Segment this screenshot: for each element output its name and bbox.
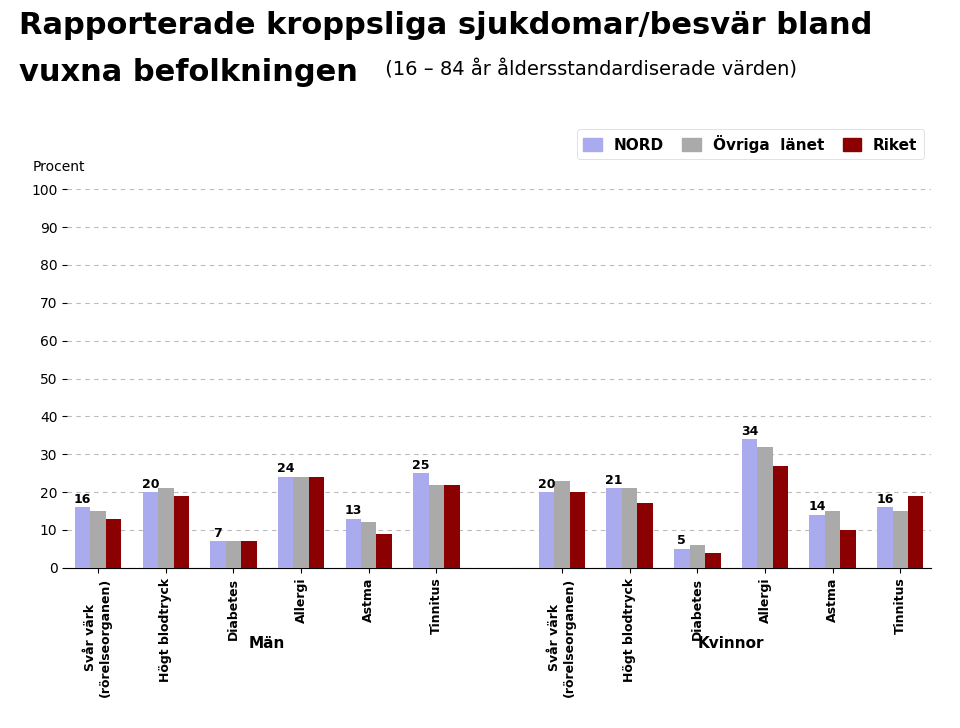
Bar	[825, 511, 840, 568]
Text: Män: Män	[249, 636, 285, 651]
Bar	[346, 518, 361, 568]
Legend: NORD, Övriga  länet, Riket: NORD, Övriga länet, Riket	[577, 129, 924, 159]
Text: 21: 21	[606, 474, 623, 487]
Bar	[429, 485, 444, 568]
Bar	[539, 492, 554, 568]
Text: 25: 25	[412, 459, 430, 472]
Bar	[622, 488, 637, 568]
Bar	[893, 511, 908, 568]
Bar	[174, 496, 189, 568]
Text: 20: 20	[538, 478, 555, 491]
Bar	[689, 545, 705, 568]
Bar	[376, 534, 392, 568]
Bar	[809, 515, 825, 568]
Bar	[361, 523, 376, 568]
Bar	[637, 504, 653, 568]
Text: 5: 5	[678, 534, 686, 547]
Bar	[309, 477, 324, 568]
Bar	[569, 492, 586, 568]
Bar	[158, 488, 174, 568]
Bar	[75, 507, 90, 568]
Text: 14: 14	[808, 500, 826, 513]
Bar	[294, 477, 309, 568]
Bar	[106, 518, 121, 568]
Text: 16: 16	[74, 493, 91, 506]
Text: Kvinnor: Kvinnor	[698, 636, 764, 651]
Text: Rapporterade kroppsliga sjukdomar/besvär bland: Rapporterade kroppsliga sjukdomar/besvär…	[19, 11, 873, 40]
Bar	[908, 496, 924, 568]
Bar	[143, 492, 158, 568]
Bar	[241, 542, 256, 568]
Text: (16 – 84 år åldersstandardiserade värden): (16 – 84 år åldersstandardiserade värden…	[379, 60, 797, 79]
Bar	[757, 447, 773, 568]
Bar	[705, 553, 721, 568]
Bar	[674, 549, 689, 568]
Text: 13: 13	[345, 504, 362, 517]
Bar	[90, 511, 106, 568]
Bar	[773, 466, 788, 568]
Bar	[210, 542, 226, 568]
Text: 24: 24	[276, 462, 295, 475]
Bar	[413, 473, 429, 568]
Text: 16: 16	[876, 493, 894, 506]
Bar	[444, 485, 460, 568]
Bar	[277, 477, 294, 568]
Bar	[742, 439, 757, 568]
Bar	[554, 480, 569, 568]
Bar	[226, 542, 241, 568]
Text: 34: 34	[741, 424, 758, 438]
Text: vuxna befolkningen: vuxna befolkningen	[19, 58, 358, 87]
Bar	[840, 530, 855, 568]
Bar	[607, 488, 622, 568]
Text: 7: 7	[213, 527, 223, 540]
Text: 20: 20	[141, 478, 159, 491]
Bar	[877, 507, 893, 568]
Text: Procent: Procent	[33, 160, 85, 174]
